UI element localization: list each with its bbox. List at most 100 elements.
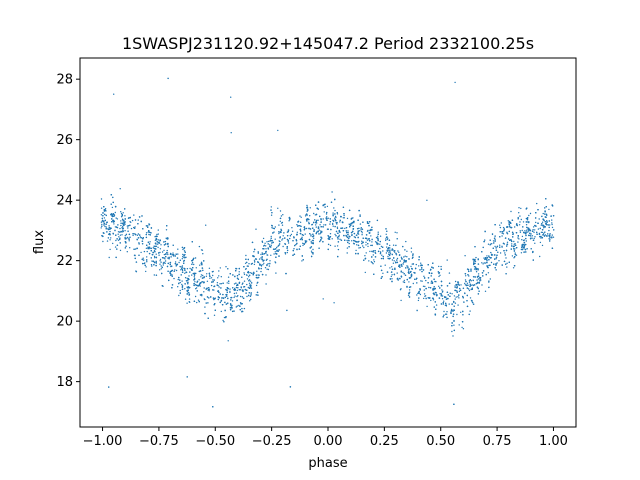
data-point — [281, 239, 283, 241]
data-point — [255, 276, 258, 279]
data-point — [432, 292, 435, 295]
data-point — [468, 289, 471, 292]
data-point — [345, 230, 347, 232]
data-point — [473, 268, 476, 270]
data-point — [454, 81, 456, 84]
data-point — [208, 297, 210, 299]
data-point — [312, 233, 314, 235]
data-point — [347, 230, 349, 232]
data-point — [164, 260, 167, 262]
data-point — [455, 296, 457, 298]
data-point — [159, 263, 161, 265]
data-point — [453, 403, 455, 405]
data-point — [202, 281, 204, 283]
data-point — [112, 201, 114, 204]
data-point — [172, 255, 175, 257]
data-point — [263, 244, 266, 247]
data-point — [167, 242, 169, 245]
data-point — [456, 287, 458, 289]
data-point — [300, 216, 302, 218]
data-point — [506, 245, 508, 247]
data-point — [416, 282, 418, 284]
data-point — [393, 250, 395, 252]
data-point — [223, 316, 226, 319]
data-point — [496, 254, 498, 256]
data-point — [400, 256, 403, 258]
data-point — [419, 269, 421, 271]
data-point — [465, 275, 467, 277]
data-point — [350, 231, 353, 234]
data-point — [275, 256, 277, 258]
data-point — [204, 298, 206, 301]
data-point — [242, 282, 244, 284]
data-point — [117, 233, 119, 235]
data-point — [530, 233, 532, 235]
data-point — [537, 209, 539, 211]
data-point — [519, 221, 521, 223]
data-point — [116, 248, 118, 250]
data-point — [451, 330, 453, 333]
data-point — [287, 240, 289, 243]
data-point — [124, 230, 126, 232]
data-point — [269, 260, 271, 262]
data-point — [397, 279, 399, 281]
data-point — [402, 271, 404, 274]
data-point — [389, 267, 391, 269]
data-point — [496, 245, 499, 248]
data-point — [379, 247, 381, 250]
data-point — [220, 283, 222, 285]
data-point — [446, 285, 449, 287]
data-point — [194, 295, 197, 298]
data-point — [320, 226, 322, 228]
data-point — [265, 283, 267, 285]
data-point — [450, 311, 452, 313]
data-point — [514, 256, 516, 258]
data-point — [224, 301, 226, 304]
data-point — [206, 273, 208, 275]
data-point — [481, 272, 484, 274]
data-point — [122, 230, 125, 233]
data-point — [433, 278, 435, 280]
data-point — [547, 224, 549, 226]
data-point — [310, 240, 312, 242]
data-point — [212, 406, 214, 408]
data-point — [240, 287, 242, 289]
data-point — [320, 239, 322, 241]
data-point — [165, 237, 167, 239]
data-point — [100, 221, 103, 223]
data-point — [229, 288, 231, 290]
data-point — [111, 206, 114, 209]
data-point — [361, 240, 363, 242]
data-point — [193, 284, 195, 287]
data-point — [519, 230, 521, 232]
data-point — [188, 293, 191, 296]
data-point — [153, 261, 156, 264]
data-point — [303, 243, 305, 245]
data-point — [133, 214, 135, 216]
data-point — [140, 237, 142, 239]
data-point — [530, 248, 532, 250]
data-point — [495, 258, 497, 260]
data-point — [155, 235, 157, 237]
data-point — [122, 225, 124, 228]
data-point — [220, 287, 222, 289]
data-point — [203, 287, 205, 289]
data-point — [406, 278, 408, 281]
data-point — [386, 230, 388, 232]
data-point — [106, 231, 108, 233]
data-point — [446, 259, 448, 261]
data-point — [308, 221, 310, 223]
data-point — [266, 241, 268, 243]
data-point — [230, 299, 232, 301]
data-point — [261, 256, 263, 258]
data-point — [385, 238, 387, 240]
data-point — [400, 263, 402, 266]
data-point — [502, 226, 505, 229]
data-point — [549, 233, 551, 235]
data-point — [234, 289, 236, 291]
data-point — [526, 217, 529, 219]
data-point — [258, 268, 260, 270]
data-point — [553, 229, 555, 231]
x-tick-label: 0.75 — [483, 434, 512, 449]
data-point — [229, 307, 232, 309]
